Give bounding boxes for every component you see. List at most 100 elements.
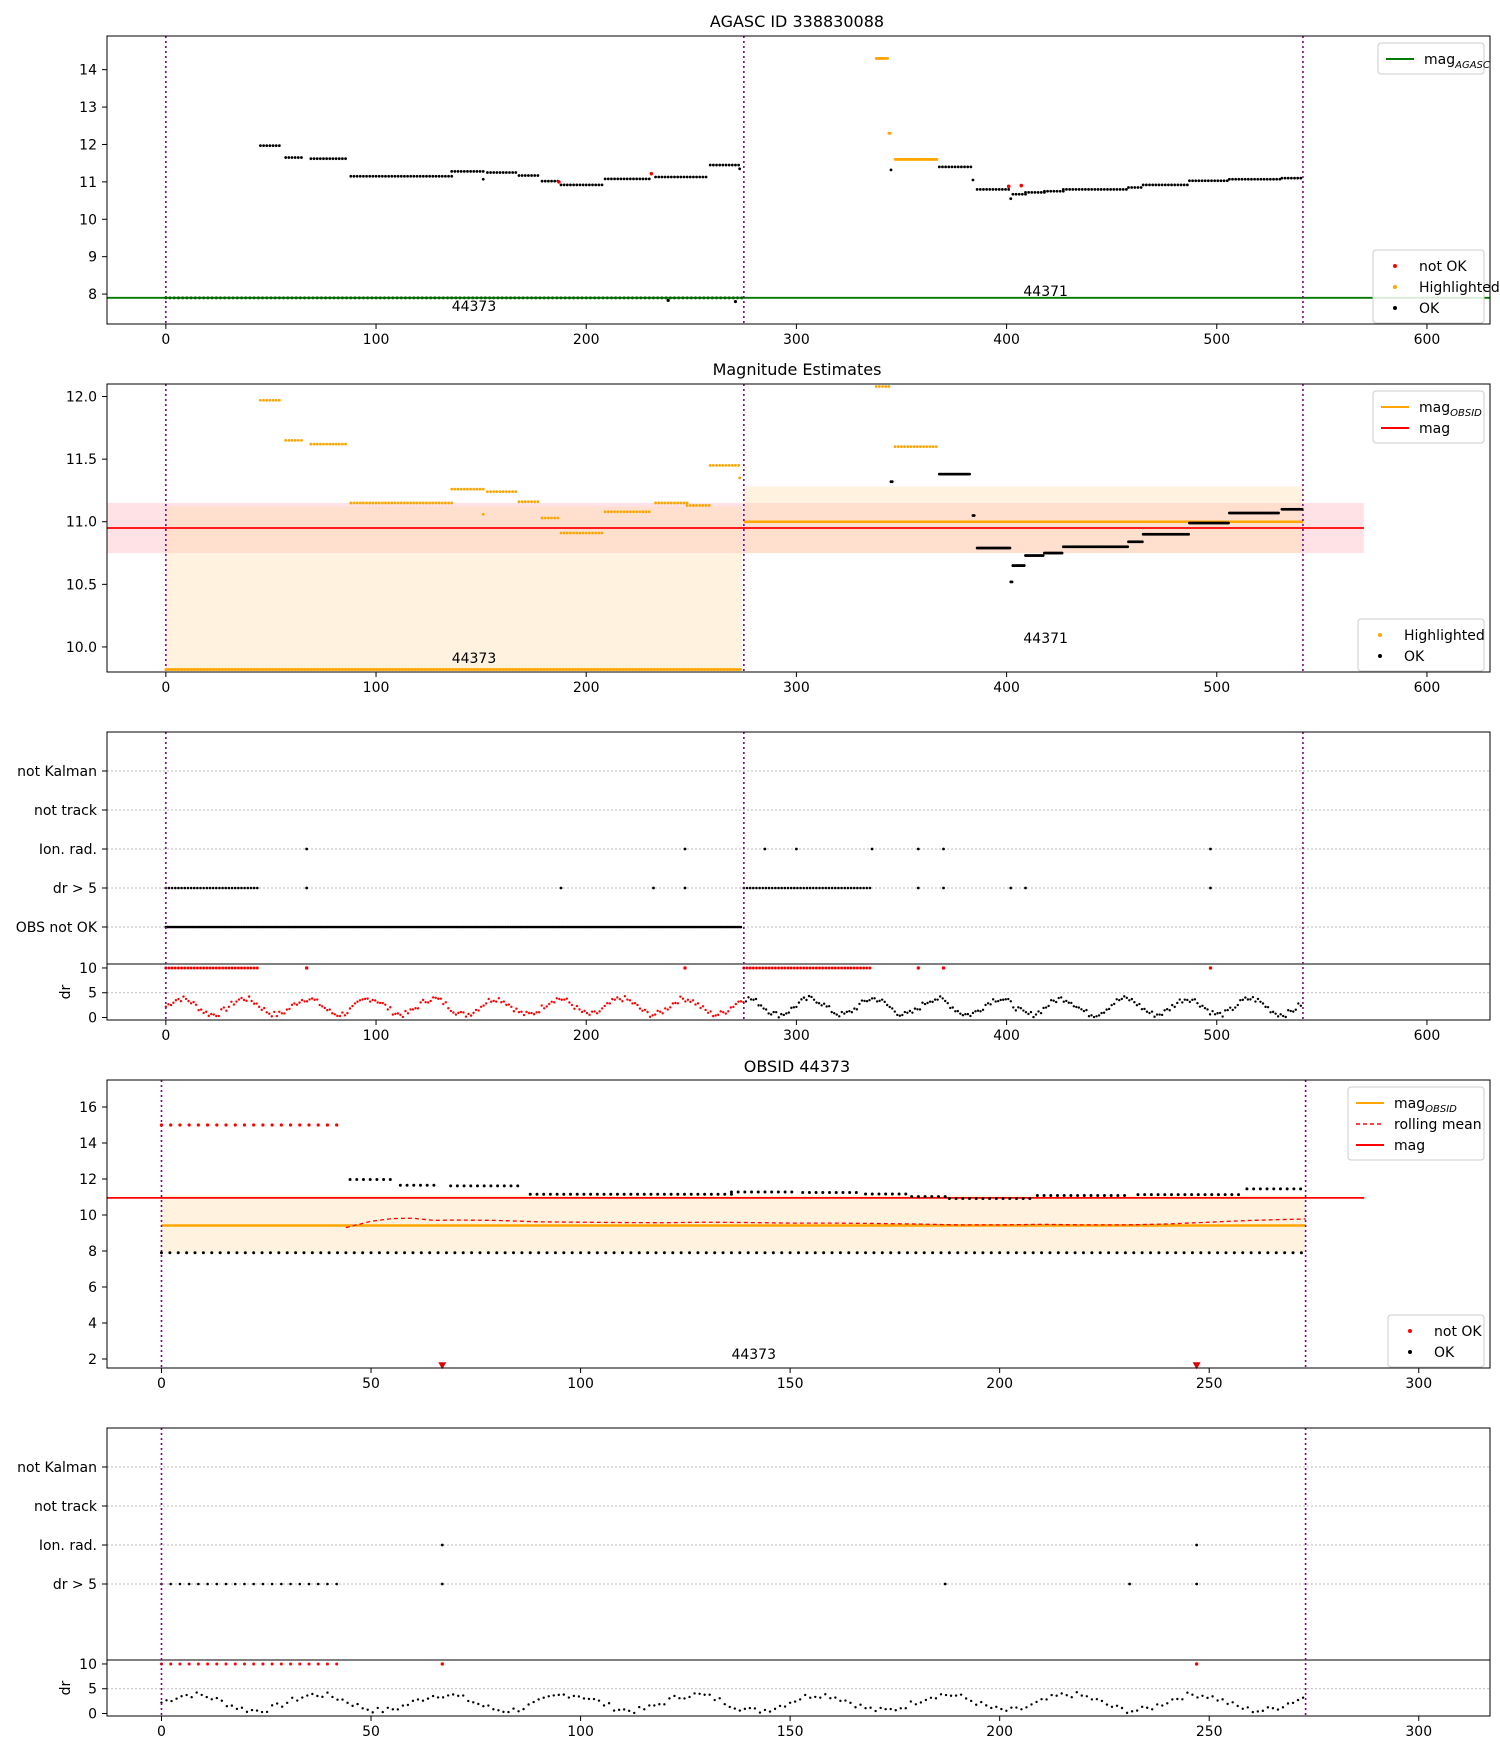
dr-point: [185, 1693, 188, 1697]
dr-flag-point: [170, 886, 174, 890]
agasc-point: [298, 296, 302, 300]
ok-point: [649, 1192, 653, 1196]
dr-flag-point: [758, 886, 761, 890]
dr-point: [739, 1000, 743, 1003]
ion-rad-flag-point: [916, 847, 920, 851]
ok-point: [268, 144, 272, 147]
ok-point: [412, 1183, 416, 1187]
dr-point: [255, 1002, 258, 1005]
highlighted-point: [575, 531, 579, 535]
dr-point: [1085, 1008, 1088, 1012]
ok-point: [535, 1192, 539, 1196]
ok-point: [403, 1251, 407, 1255]
dr-point: [919, 1701, 923, 1704]
highlighted-point: [615, 668, 619, 671]
dr-flag-point: [197, 1582, 200, 1586]
ok-point: [440, 174, 444, 178]
dr-point: [180, 1695, 183, 1698]
agasc-point: [458, 296, 462, 300]
dr-point: [401, 1704, 405, 1707]
dr-capped-point: [196, 1662, 200, 1666]
ok-point: [436, 1251, 440, 1255]
dr-point: [648, 1704, 651, 1707]
agasc-point: [666, 298, 670, 303]
ok-point: [656, 1192, 660, 1196]
dr-flag-point: [178, 1582, 182, 1586]
ok-point: [959, 165, 963, 169]
ok-point: [447, 174, 450, 178]
dr-point: [941, 997, 944, 1000]
dr-point: [1163, 1009, 1166, 1012]
dr-point: [227, 1005, 231, 1009]
agasc-point: [366, 296, 370, 300]
dr-point: [840, 1010, 843, 1014]
agasc-point: [698, 296, 702, 300]
dr-capped-point: [808, 966, 812, 970]
dr-capped-point: [799, 966, 803, 970]
highlighted-point: [684, 668, 688, 671]
highlighted-point: [450, 501, 454, 505]
dr-point: [242, 998, 246, 1002]
ok-point: [622, 177, 626, 181]
highlighted-point: [214, 668, 218, 671]
ion-rad-flag-point: [870, 847, 874, 851]
dr-point: [482, 1004, 485, 1007]
ok-point: [328, 157, 332, 161]
dr-flag-point: [205, 886, 209, 890]
agasc-point: [357, 296, 361, 300]
highlighted-point: [170, 668, 174, 671]
highlighted-point: [363, 668, 366, 671]
ok-point: [1182, 183, 1186, 187]
dr-point: [899, 1707, 902, 1710]
dr-point: [1231, 1008, 1234, 1012]
highlighted-point: [878, 385, 881, 388]
ok-point: [1163, 183, 1167, 187]
ok-point: [415, 174, 419, 178]
ok-point: [821, 1191, 825, 1194]
highlighted-point: [337, 442, 341, 446]
dr-capped-point: [316, 1662, 320, 1666]
dr-point: [891, 1007, 894, 1010]
ok-point: [1200, 179, 1204, 183]
highlighted-point: [540, 516, 544, 520]
highlighted-point: [610, 510, 613, 514]
ok-point: [1283, 1251, 1287, 1255]
ok-point: [1058, 189, 1062, 193]
dr-point: [205, 1695, 208, 1699]
dr-flag-point: [307, 1582, 311, 1586]
ok-point: [750, 1190, 754, 1194]
ok-point: [546, 179, 550, 183]
dr-point: [923, 1002, 927, 1006]
dr-point: [464, 1015, 468, 1018]
ok-point: [947, 1196, 951, 1200]
ok-point: [1156, 1193, 1160, 1197]
dr-capped-point: [1194, 1662, 1199, 1666]
agasc-point: [479, 296, 483, 300]
highlighted-point: [906, 445, 910, 449]
dr-flag-point: [852, 886, 856, 890]
legend-mag-lines: [1372, 390, 1485, 444]
dr-point: [874, 1709, 877, 1713]
x-tick-label: 300: [783, 1028, 810, 1044]
highlighted-point: [656, 668, 660, 671]
dr-point: [1037, 1010, 1040, 1013]
dr-capped-point: [215, 1662, 219, 1666]
ok-point: [1008, 546, 1012, 550]
dr-point: [190, 1696, 193, 1699]
dr-point: [467, 1012, 470, 1016]
dr-point: [996, 999, 1000, 1003]
agasc-point: [513, 296, 517, 300]
dr-point: [358, 999, 362, 1002]
ok-point: [1140, 1251, 1144, 1255]
dr-point: [331, 1012, 334, 1015]
agasc-point: [311, 296, 315, 300]
x-tick-label: 0: [161, 332, 170, 348]
dr-capped-point: [243, 966, 247, 970]
dr-point: [293, 1002, 296, 1005]
dr-flag-point: [824, 886, 828, 890]
ok-point: [743, 1190, 747, 1194]
dr-point: [1211, 1695, 1214, 1698]
ok-point: [1039, 190, 1043, 194]
